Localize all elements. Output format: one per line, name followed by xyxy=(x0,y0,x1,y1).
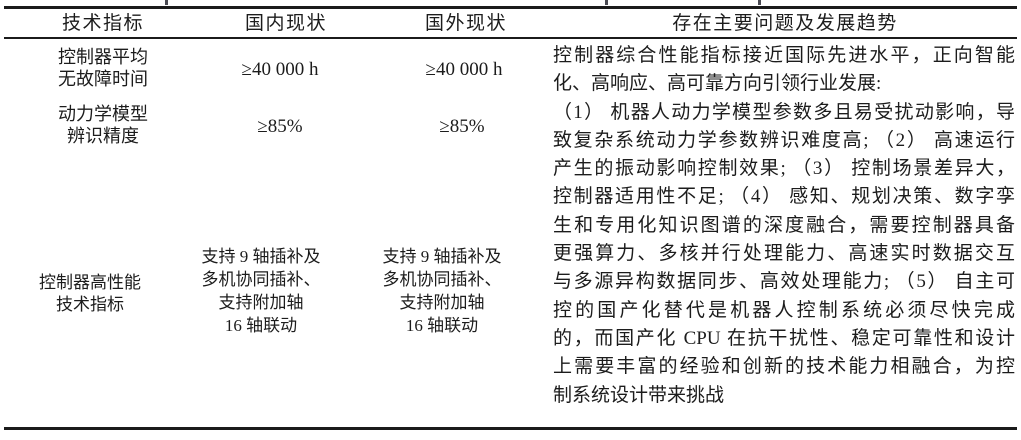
problems-line: 产生的振动影响控制效果; （3） 控制场景差异大， xyxy=(553,158,1015,180)
row3-indicator-label: 控制器高性能 技术指标 xyxy=(20,272,160,316)
column-header-overseas-status: 国外现状 xyxy=(424,13,507,34)
column-header-problems-trends: 存在主要问题及发展趋势 xyxy=(672,13,898,34)
problems-line: 控的国产化替代是机器人控制系统必须尽快完成 xyxy=(553,299,1015,321)
row1-indicator-line1: 控制器平均 xyxy=(58,47,148,67)
row2-indicator-line2: 辨识精度 xyxy=(67,126,139,146)
row3-domestic-line3: 支持附加轴 xyxy=(218,293,304,312)
row3-indicator-line2: 技术指标 xyxy=(56,295,124,314)
problems-line: 控制器适用性不足; （4） 感知、规划决策、数字孪 xyxy=(553,186,1015,208)
table-bottom-rule xyxy=(4,427,1017,430)
problems-line: 的，而国产化 CPU 在抗干扰性、稳定可靠性和设计 xyxy=(553,327,1015,349)
problems-line: 化、高响应、高可靠方向引领行业发展: xyxy=(553,73,882,95)
row3-domestic-line1: 支持 9 轴插补及 xyxy=(201,247,321,266)
problems-line: 制系统设计带来挑战 xyxy=(553,384,725,406)
row2-indicator-label: 动力学模型 辨识精度 xyxy=(33,103,173,147)
table-header-rule xyxy=(4,37,1017,39)
row1-indicator-label: 控制器平均 无故障时间 xyxy=(33,46,173,90)
problems-line: 致复杂系统动力学参数辨识难度高; （2） 高速运行 xyxy=(553,129,1015,151)
column-header-domestic-status: 国内现状 xyxy=(244,13,327,34)
problems-line: （1） 机器人动力学模型参数多且易受扰动影响，导 xyxy=(553,101,1015,123)
row3-overseas-value: 支持 9 轴插补及 多机协同插补、 支持附加轴 16 轴联动 xyxy=(362,245,522,337)
row3-overseas-line3: 支持附加轴 xyxy=(399,293,485,312)
row3-overseas-line4: 16 轴联动 xyxy=(405,316,479,335)
row3-domestic-value: 支持 9 轴插补及 多机协同插补、 支持附加轴 16 轴联动 xyxy=(181,245,341,337)
row3-domestic-line2: 多机协同插补、 xyxy=(201,270,321,289)
column-header-indicator: 技术指标 xyxy=(61,13,144,34)
row3-overseas-line2: 多机协同插补、 xyxy=(382,270,502,289)
row2-indicator-line1: 动力学模型 xyxy=(58,104,148,124)
table-top-rule xyxy=(4,6,1017,9)
row3-overseas-line1: 支持 9 轴插补及 xyxy=(382,247,502,266)
row2-domestic-value: ≥85% xyxy=(257,116,303,137)
row2-overseas-value: ≥85% xyxy=(439,116,485,137)
row1-indicator-line2: 无故障时间 xyxy=(58,69,148,89)
crop-artifact-tick xyxy=(758,0,761,5)
row1-domestic-value: ≥40 000 h xyxy=(241,59,319,80)
crop-artifact-tick xyxy=(165,0,168,5)
problems-line: 上需要丰富的经验和创新的技术能力相融合，为控 xyxy=(553,356,1015,378)
row1-overseas-value: ≥40 000 h xyxy=(425,59,503,80)
row3-indicator-line1: 控制器高性能 xyxy=(39,273,141,292)
crop-artifact-tick xyxy=(605,0,608,5)
row3-domestic-line4: 16 轴联动 xyxy=(224,316,298,335)
problems-line: 控制器综合性能指标接近国际先进水平，正向智能 xyxy=(553,45,1015,66)
problems-trends-text: 控制器综合性能指标接近国际先进水平，正向智能 化、高响应、高可靠方向引领行业发展… xyxy=(553,42,1015,410)
problems-line: 生和专用化知识图谱的深度融合，需要控制器具备 xyxy=(553,214,1015,236)
problems-line: 与多源异构数据同步、高效处理能力; （5） 自主可 xyxy=(553,271,1015,293)
problems-line: 更强算力、多核并行处理能力、高速实时数据交互 xyxy=(553,243,1015,265)
